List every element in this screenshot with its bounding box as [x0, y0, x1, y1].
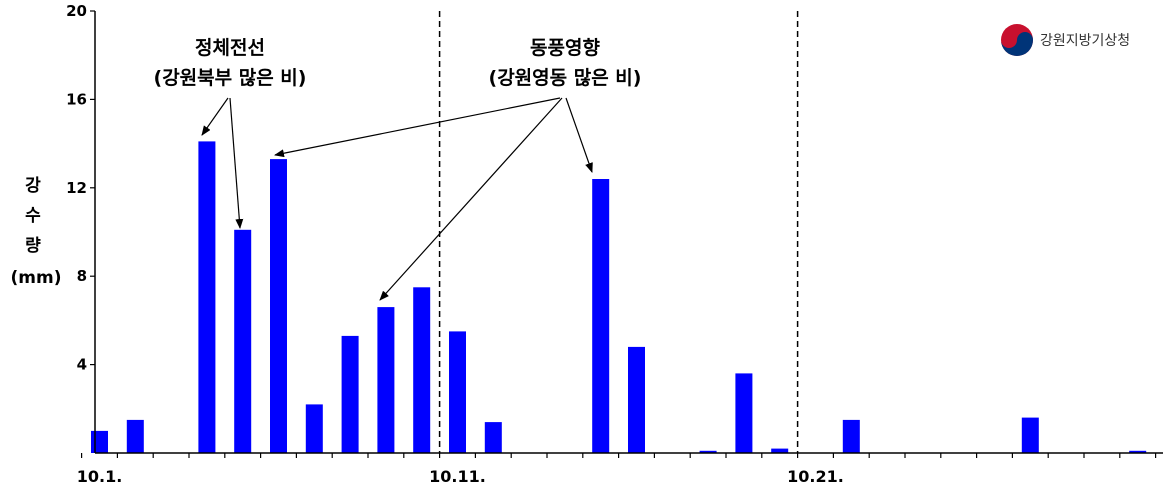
bar-day-7 [305, 404, 323, 453]
bar-day-18 [699, 450, 717, 453]
bar-day-5 [234, 229, 252, 453]
y-axis-label-line-2: 수 [25, 206, 41, 226]
bar-day-22 [842, 419, 860, 453]
bar-day-9 [377, 307, 395, 453]
annotation-2-title: 동풍영향 [530, 37, 600, 59]
bar-day-16 [628, 346, 645, 453]
y-tick-label: 20 [66, 2, 87, 20]
bar-day-12 [484, 422, 502, 453]
y-axis-label-line-3: 량 [25, 236, 41, 256]
arrow-2c [565, 97, 593, 173]
divider-lines [438, 11, 799, 453]
arrow-1b [229, 97, 244, 229]
annotation-1-subtitle: (강원북부 많은 비) [154, 67, 307, 89]
bar-day-10 [413, 287, 431, 454]
logo-text: 강원지방기상청 [1040, 33, 1130, 49]
logo: 강원지방기상청 [1001, 24, 1130, 56]
bar-day-4 [198, 141, 216, 453]
annotation-1-title: 정체전선 [195, 37, 265, 59]
y-tick-label: 16 [66, 90, 87, 108]
annotation-east-wind: 동풍영향 (강원영동 많은 비) [274, 37, 642, 301]
bars [91, 141, 1147, 454]
bar-day-6 [270, 159, 287, 453]
y-tick-label: 4 [77, 356, 87, 374]
annotation-2-subtitle: (강원영동 많은 비) [489, 67, 642, 89]
y-axis-label-line-4: (mm) [11, 268, 62, 288]
y-tick-label: 12 [66, 179, 87, 197]
arrow-2b [379, 97, 563, 301]
arrow-1a [201, 97, 229, 136]
bar-day-19 [735, 373, 753, 453]
bar-day-15 [592, 179, 610, 453]
taegeuk-logo-icon [1001, 24, 1033, 56]
x-tick-label: 10.21. [787, 467, 844, 486]
bar-day-30 [1129, 450, 1147, 453]
annotation-stationary-front: 정체전선 (강원북부 많은 비) [154, 37, 307, 229]
arrow-2a [274, 97, 561, 158]
y-tick-label: 8 [77, 267, 87, 285]
x-tick-label: 10.11. [429, 467, 486, 486]
y-ticks: 4 8 12 16 20 [66, 2, 95, 374]
bar-day-1 [91, 430, 108, 453]
bar-day-20 [771, 448, 789, 453]
x-ticks: 10.1. 10.11. 10.21. [77, 453, 1157, 486]
y-axis-label-line-1: 강 [25, 176, 41, 196]
y-axis-label: 강 수 량 (mm) [11, 176, 62, 288]
bar-day-27 [1021, 417, 1039, 453]
x-tick-label: 10.1. [77, 467, 123, 486]
bar-day-8 [341, 335, 359, 453]
bar-day-11 [449, 331, 466, 453]
bar-day-2 [126, 419, 144, 453]
